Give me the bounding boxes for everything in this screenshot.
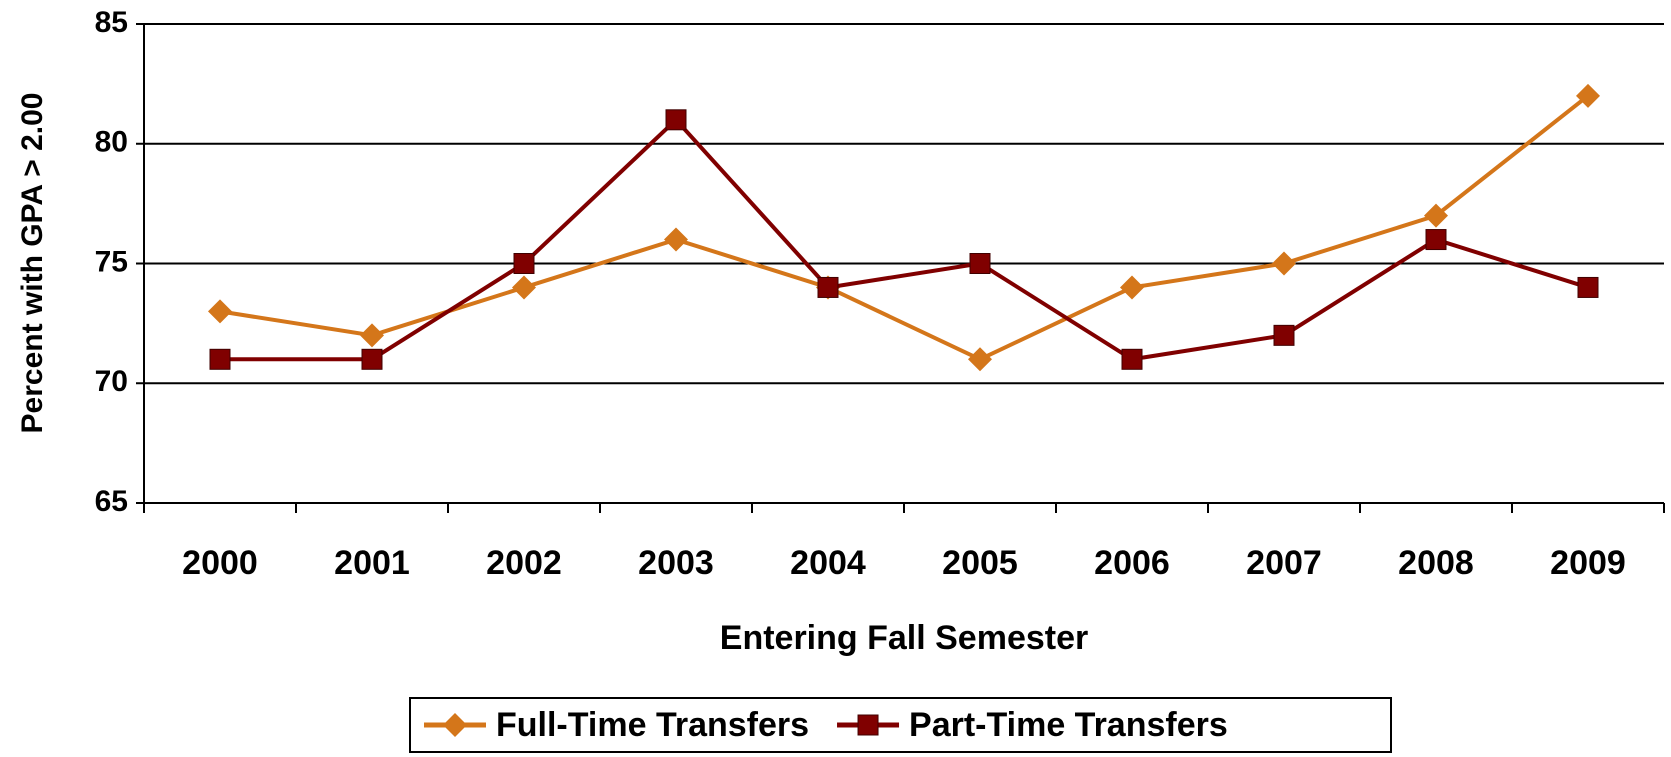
marker	[1425, 229, 1447, 251]
marker	[512, 275, 536, 300]
marker	[1272, 251, 1296, 276]
y-tick-label: 80	[95, 126, 128, 159]
marker	[513, 253, 535, 274]
y-tick-label: 75	[95, 245, 128, 278]
y-tick-label: 65	[95, 485, 128, 518]
series-line	[219, 94, 1590, 362]
legend-box	[409, 697, 1392, 753]
marker	[1576, 83, 1600, 108]
marker	[1424, 203, 1448, 228]
marker	[664, 227, 688, 252]
x-tick-label: 2001	[334, 544, 410, 582]
legend-label: Part-Time Transfers	[909, 706, 1228, 744]
y-tick-label: 85	[95, 6, 128, 39]
x-tick-label: 2008	[1398, 544, 1474, 582]
x-tick-label: 2003	[638, 544, 714, 582]
marker	[968, 347, 992, 372]
marker	[1120, 275, 1144, 300]
x-tick-label: 2009	[1550, 544, 1626, 582]
x-tick-label: 2006	[1094, 544, 1170, 582]
legend-label: Full-Time Transfers	[496, 706, 809, 744]
x-tick-label: 2002	[486, 544, 562, 582]
marker	[665, 109, 687, 131]
x-tick-label: 2000	[182, 544, 258, 582]
marker	[208, 299, 232, 324]
marker	[817, 276, 839, 298]
marker	[1121, 348, 1143, 370]
marker	[857, 714, 879, 736]
marker	[209, 348, 231, 370]
marker	[1577, 276, 1599, 298]
y-axis-title: Percent with GPA > 2.00	[16, 93, 49, 434]
marker	[360, 323, 384, 348]
x-tick-label: 2007	[1246, 544, 1322, 582]
x-tick-label: 2004	[790, 544, 866, 582]
marker	[443, 713, 467, 737]
x-axis-title: Entering Fall Semester	[720, 619, 1088, 657]
series-line	[220, 116, 1589, 362]
marker	[361, 348, 383, 370]
marker	[969, 253, 991, 274]
y-tick-label: 70	[95, 365, 128, 398]
x-tick-label: 2005	[942, 544, 1018, 582]
marker	[1273, 324, 1295, 346]
